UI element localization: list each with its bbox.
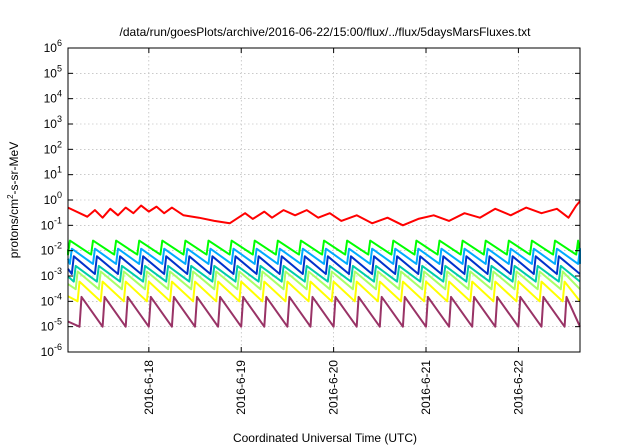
x-tick-label: 2016-6-19 [234, 360, 248, 415]
y-tick-exponent: 0 [57, 190, 62, 200]
series-line-2 [67, 239, 581, 256]
y-tick-exponent: -3 [54, 266, 62, 276]
x-axis-ticks: 2016-6-18 2016-6-19 2016-6-20 2016-6-21 2016… [142, 48, 525, 415]
y-tick-label: 10-5 [41, 317, 62, 334]
y-tick-exponent: 2 [57, 139, 62, 149]
y-tick-label: 101 [44, 165, 62, 182]
y-axis-ticks: 10-610-510-410-310-210-11001011021031041… [41, 38, 580, 359]
series-line-7 [67, 280, 581, 303]
x-axis-label: Coordinated Universal Time (UTC) [233, 431, 417, 445]
y-tick-exponent: -2 [54, 241, 62, 251]
series-group [67, 200, 581, 328]
x-tick-label: 2016-6-18 [142, 360, 156, 415]
y-tick-base: 10 [44, 193, 58, 207]
y-tick-base: 10 [44, 117, 58, 131]
y-tick-label: 10-4 [41, 291, 62, 308]
y-tick-exponent: 6 [57, 38, 62, 48]
y-tick-base: 10 [44, 142, 58, 156]
chart-title: /data/run/goesPlots/archive/2016-06-22/1… [120, 25, 532, 39]
y-tick-exponent: 3 [57, 114, 62, 124]
y-tick-base: 10 [44, 168, 58, 182]
y-tick-base: 10 [44, 41, 58, 55]
y-tick-label: 106 [44, 38, 62, 55]
y-tick-label: 10-2 [41, 241, 62, 258]
y-tick-exponent: -6 [54, 342, 62, 352]
x-tick-label: 2016-6-20 [327, 360, 341, 415]
y-tick-label: 10-1 [41, 215, 62, 232]
y-tick-exponent: 4 [57, 89, 62, 99]
y-tick-label: 103 [44, 114, 62, 131]
y-tick-label: 10-6 [41, 342, 62, 359]
y-tick-exponent: -4 [54, 291, 62, 301]
y-tick-label: 10-3 [41, 266, 62, 283]
y-tick-base: 10 [41, 218, 55, 232]
series-line-1 [67, 200, 581, 227]
y-tick-base: 10 [41, 320, 55, 334]
y-tick-label: 104 [44, 89, 62, 106]
y-tick-label: 102 [44, 139, 62, 156]
y-tick-base: 10 [44, 92, 58, 106]
x-tick-label: 2016-6-21 [419, 360, 433, 415]
series-line-3 [67, 247, 581, 265]
y-axis-label: protons/cm2-s-sr-MeV [6, 142, 21, 258]
y-tick-base: 10 [41, 269, 55, 283]
y-tick-label: 100 [44, 190, 62, 207]
y-tick-label: 105 [44, 63, 62, 80]
y-tick-base: 10 [41, 294, 55, 308]
series-line-4 [67, 255, 581, 275]
series-line-8 [67, 295, 581, 328]
y-tick-base: 10 [41, 244, 55, 258]
y-tick-exponent: -1 [54, 215, 62, 225]
y-tick-exponent: -5 [54, 317, 62, 327]
x-tick-label: 2016-6-22 [511, 360, 525, 415]
y-tick-base: 10 [44, 66, 58, 80]
y-tick-base: 10 [41, 345, 55, 359]
y-tick-exponent: 5 [57, 63, 62, 73]
series-line-5 [67, 264, 581, 283]
series-line-6 [67, 270, 581, 291]
y-tick-exponent: 1 [57, 165, 62, 175]
